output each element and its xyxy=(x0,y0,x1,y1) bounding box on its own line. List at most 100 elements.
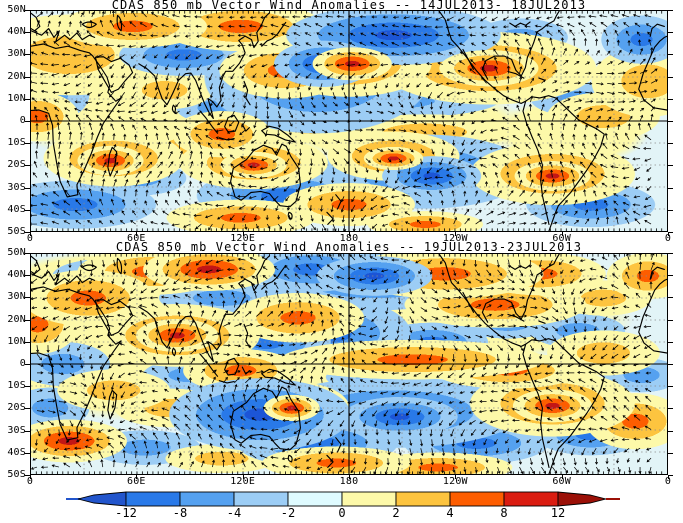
color-scale-arrow-right xyxy=(557,491,607,507)
lat-tick xyxy=(668,98,673,100)
lat-tick-label: 50N xyxy=(7,4,26,15)
lon-tick xyxy=(349,232,350,236)
lon-tick-label: 120E xyxy=(230,233,256,244)
lat-tick-label: 10S xyxy=(7,137,26,149)
lat-tick xyxy=(668,143,673,145)
lon-tick-label: 0 xyxy=(26,233,34,244)
lat-tick-label: 30S xyxy=(7,181,26,193)
lat-tick-label: 50S xyxy=(7,469,26,480)
lon-tick xyxy=(242,232,244,236)
lat-tick xyxy=(25,297,30,299)
color-scale-label: 4 xyxy=(446,506,454,520)
lat-tick xyxy=(668,319,673,321)
lat-tick xyxy=(668,209,673,211)
color-scale-segment xyxy=(287,491,343,507)
lat-tick xyxy=(668,54,673,56)
lat-tick-label: 20S xyxy=(7,159,26,171)
color-scale-segment xyxy=(395,491,451,507)
map-canvas xyxy=(31,11,667,231)
color-scale-segment xyxy=(341,491,397,507)
lat-tick xyxy=(25,187,30,189)
lon-tick-label: 60W xyxy=(552,476,571,487)
lon-tick-label: 0 xyxy=(664,476,672,487)
lon-tick-label: 120W xyxy=(442,476,468,487)
lat-tick xyxy=(25,76,30,78)
lat-tick xyxy=(25,386,30,388)
color-scale-label: 8 xyxy=(500,506,508,520)
lon-tick xyxy=(668,232,669,236)
lon-tick-label: 180 xyxy=(339,476,359,487)
color-scale-label: -8 xyxy=(172,506,188,520)
color-scale-segment xyxy=(125,491,181,507)
lat-tick-label: 30N xyxy=(7,291,26,303)
lon-tick xyxy=(242,475,244,479)
lat-tick xyxy=(25,275,30,277)
lat-tick xyxy=(668,76,673,78)
lat-tick-label: 50N xyxy=(7,247,26,258)
map-plot-panel-2 xyxy=(30,253,668,475)
lon-tick-label: 120W xyxy=(442,233,468,244)
lon-tick xyxy=(455,232,457,236)
lat-tick xyxy=(25,232,30,233)
lat-tick xyxy=(668,253,673,254)
lon-tick-label: 60E xyxy=(126,476,146,487)
lat-tick xyxy=(25,121,30,122)
lat-tick-label: 10N xyxy=(7,92,26,104)
lon-tick-label: 60E xyxy=(126,233,146,244)
lat-tick xyxy=(25,10,30,11)
lat-tick-label: 40N xyxy=(7,26,26,38)
lat-tick xyxy=(25,341,30,343)
lat-tick xyxy=(668,187,673,189)
lat-tick xyxy=(25,165,30,167)
color-scale-segment xyxy=(503,491,559,507)
lon-tick xyxy=(349,475,350,479)
lat-tick-label: 20N xyxy=(7,70,26,82)
lat-tick xyxy=(25,209,30,211)
minor-ticks xyxy=(35,11,663,231)
lat-tick xyxy=(25,364,30,365)
panel-2-title: CDAS 850 mb Vector Wind Anomalies -- 19J… xyxy=(115,240,583,254)
lat-tick-label: 30S xyxy=(7,424,26,436)
map-plot-panel-1 xyxy=(30,10,668,232)
color-scale-arrow-left xyxy=(77,491,127,507)
lat-tick-label: 40S xyxy=(7,203,26,215)
lat-tick xyxy=(25,253,30,254)
lat-tick-label: 40N xyxy=(7,269,26,281)
lat-tick xyxy=(25,143,30,145)
lat-tick xyxy=(668,297,673,299)
lat-tick xyxy=(25,32,30,34)
lon-tick xyxy=(668,475,669,479)
color-scale xyxy=(66,491,620,507)
lat-tick xyxy=(668,10,673,11)
lon-tick-label: 60W xyxy=(552,233,571,244)
lon-tick-label: 0 xyxy=(664,233,672,244)
lon-tick xyxy=(455,475,457,479)
lat-tick xyxy=(668,452,673,454)
lat-tick xyxy=(668,32,673,34)
color-scale-label: 12 xyxy=(550,506,566,520)
lat-tick-label: 20S xyxy=(7,402,26,414)
color-scale-label: -2 xyxy=(280,506,296,520)
lon-tick xyxy=(136,475,138,479)
lat-tick-label: 0 xyxy=(19,358,26,369)
lat-tick xyxy=(668,386,673,388)
lon-tick xyxy=(561,232,563,236)
lat-tick xyxy=(25,98,30,100)
color-scale-label: 2 xyxy=(392,506,400,520)
lat-tick xyxy=(668,232,673,233)
color-scale-label: 0 xyxy=(338,506,346,520)
lon-tick xyxy=(561,475,563,479)
lon-tick-label: 0 xyxy=(26,476,34,487)
lon-tick xyxy=(30,232,31,236)
lat-tick-label: 20N xyxy=(7,313,26,325)
lat-tick xyxy=(668,165,673,167)
lat-tick-label: 40S xyxy=(7,446,26,458)
lon-tick xyxy=(136,232,138,236)
lat-tick xyxy=(25,452,30,454)
lat-tick xyxy=(25,319,30,321)
color-scale-label: -12 xyxy=(115,506,137,520)
lat-tick xyxy=(668,430,673,432)
color-scale-label: -4 xyxy=(226,506,242,520)
map-canvas xyxy=(31,254,667,474)
color-scale-segment xyxy=(179,491,235,507)
